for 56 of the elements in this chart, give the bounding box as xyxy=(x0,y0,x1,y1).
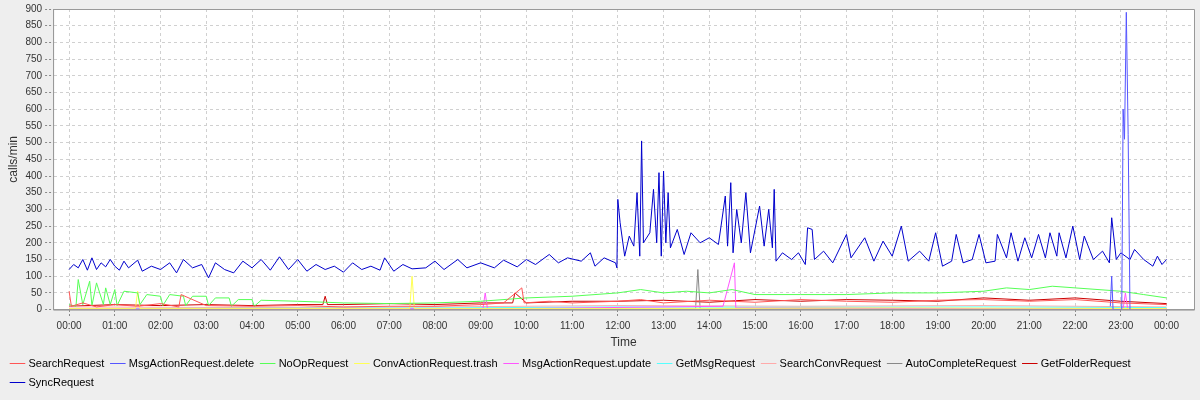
legend-label: MsgActionRequest.delete xyxy=(128,356,255,369)
legend-label: SearchRequest xyxy=(28,356,105,369)
x-tick-label: 21:00 xyxy=(1016,320,1043,332)
x-tick-label: 06:00 xyxy=(330,320,357,332)
y-tick-label: 300 xyxy=(25,203,43,215)
y-tick-label: 450 xyxy=(25,153,43,165)
x-tick-label: 20:00 xyxy=(971,320,997,332)
x-tick-label: 19:00 xyxy=(925,320,951,332)
x-tick-label: 16:00 xyxy=(788,320,814,332)
legend-label: NoOpRequest xyxy=(278,356,349,369)
x-tick-label: 00:00 xyxy=(1154,320,1180,332)
y-tick-label: 900 xyxy=(25,2,43,14)
legend-label: GetMsgRequest xyxy=(675,356,756,369)
y-axis-title: calls/min xyxy=(5,135,20,183)
y-tick-label: 650 xyxy=(25,86,43,98)
x-tick-label: 07:00 xyxy=(376,320,403,332)
x-tick-label: 01:00 xyxy=(102,320,128,332)
legend-label: ConvActionRequest.trash xyxy=(372,356,498,369)
x-tick-label: 22:00 xyxy=(1062,320,1089,332)
x-tick-label: 03:00 xyxy=(193,320,220,332)
legend-label: SyncRequest xyxy=(28,375,94,388)
y-tick-label: 400 xyxy=(25,169,43,181)
x-tick-label: 18:00 xyxy=(879,320,906,332)
x-axis-title: Time xyxy=(610,335,637,350)
y-tick-label: 150 xyxy=(25,253,43,265)
y-tick-label: 350 xyxy=(25,186,43,198)
x-tick-label: 04:00 xyxy=(239,320,265,332)
y-tick-label: 50 xyxy=(30,286,43,298)
y-tick-label: 100 xyxy=(25,269,43,281)
legend-label: AutoCompleteRequest xyxy=(905,356,1017,369)
y-tick-label: 600 xyxy=(25,102,43,114)
x-tick-label: 13:00 xyxy=(651,320,677,332)
legend-label: GetFolderRequest xyxy=(1040,356,1131,369)
y-tick-label: 700 xyxy=(25,69,43,81)
x-tick-label: 09:00 xyxy=(468,320,494,332)
y-tick-label: 200 xyxy=(25,236,43,248)
x-tick-label: 11:00 xyxy=(559,320,585,332)
y-tick-label: 500 xyxy=(25,136,43,148)
y-tick-label: 850 xyxy=(25,19,43,31)
legend-label: MsgActionRequest.update xyxy=(522,356,652,369)
x-tick-label: 12:00 xyxy=(605,320,631,332)
x-tick-label: 14:00 xyxy=(696,320,723,332)
x-tick-label: 10:00 xyxy=(513,320,540,332)
y-tick-label: 750 xyxy=(25,52,43,64)
y-tick-label: 250 xyxy=(25,219,43,231)
legend-label: SearchConvRequest xyxy=(779,356,882,369)
y-tick-label: 0 xyxy=(36,303,43,315)
x-tick-label: 05:00 xyxy=(285,320,311,332)
y-tick-label: 800 xyxy=(25,36,43,48)
x-tick-label: 02:00 xyxy=(148,320,174,332)
y-tick-label: 550 xyxy=(25,119,43,131)
x-tick-label: 23:00 xyxy=(1108,320,1134,332)
x-tick-label: 17:00 xyxy=(833,320,860,332)
x-tick-label: 15:00 xyxy=(742,320,768,332)
x-tick-label: 08:00 xyxy=(422,320,448,332)
x-tick-label: 00:00 xyxy=(56,320,83,332)
